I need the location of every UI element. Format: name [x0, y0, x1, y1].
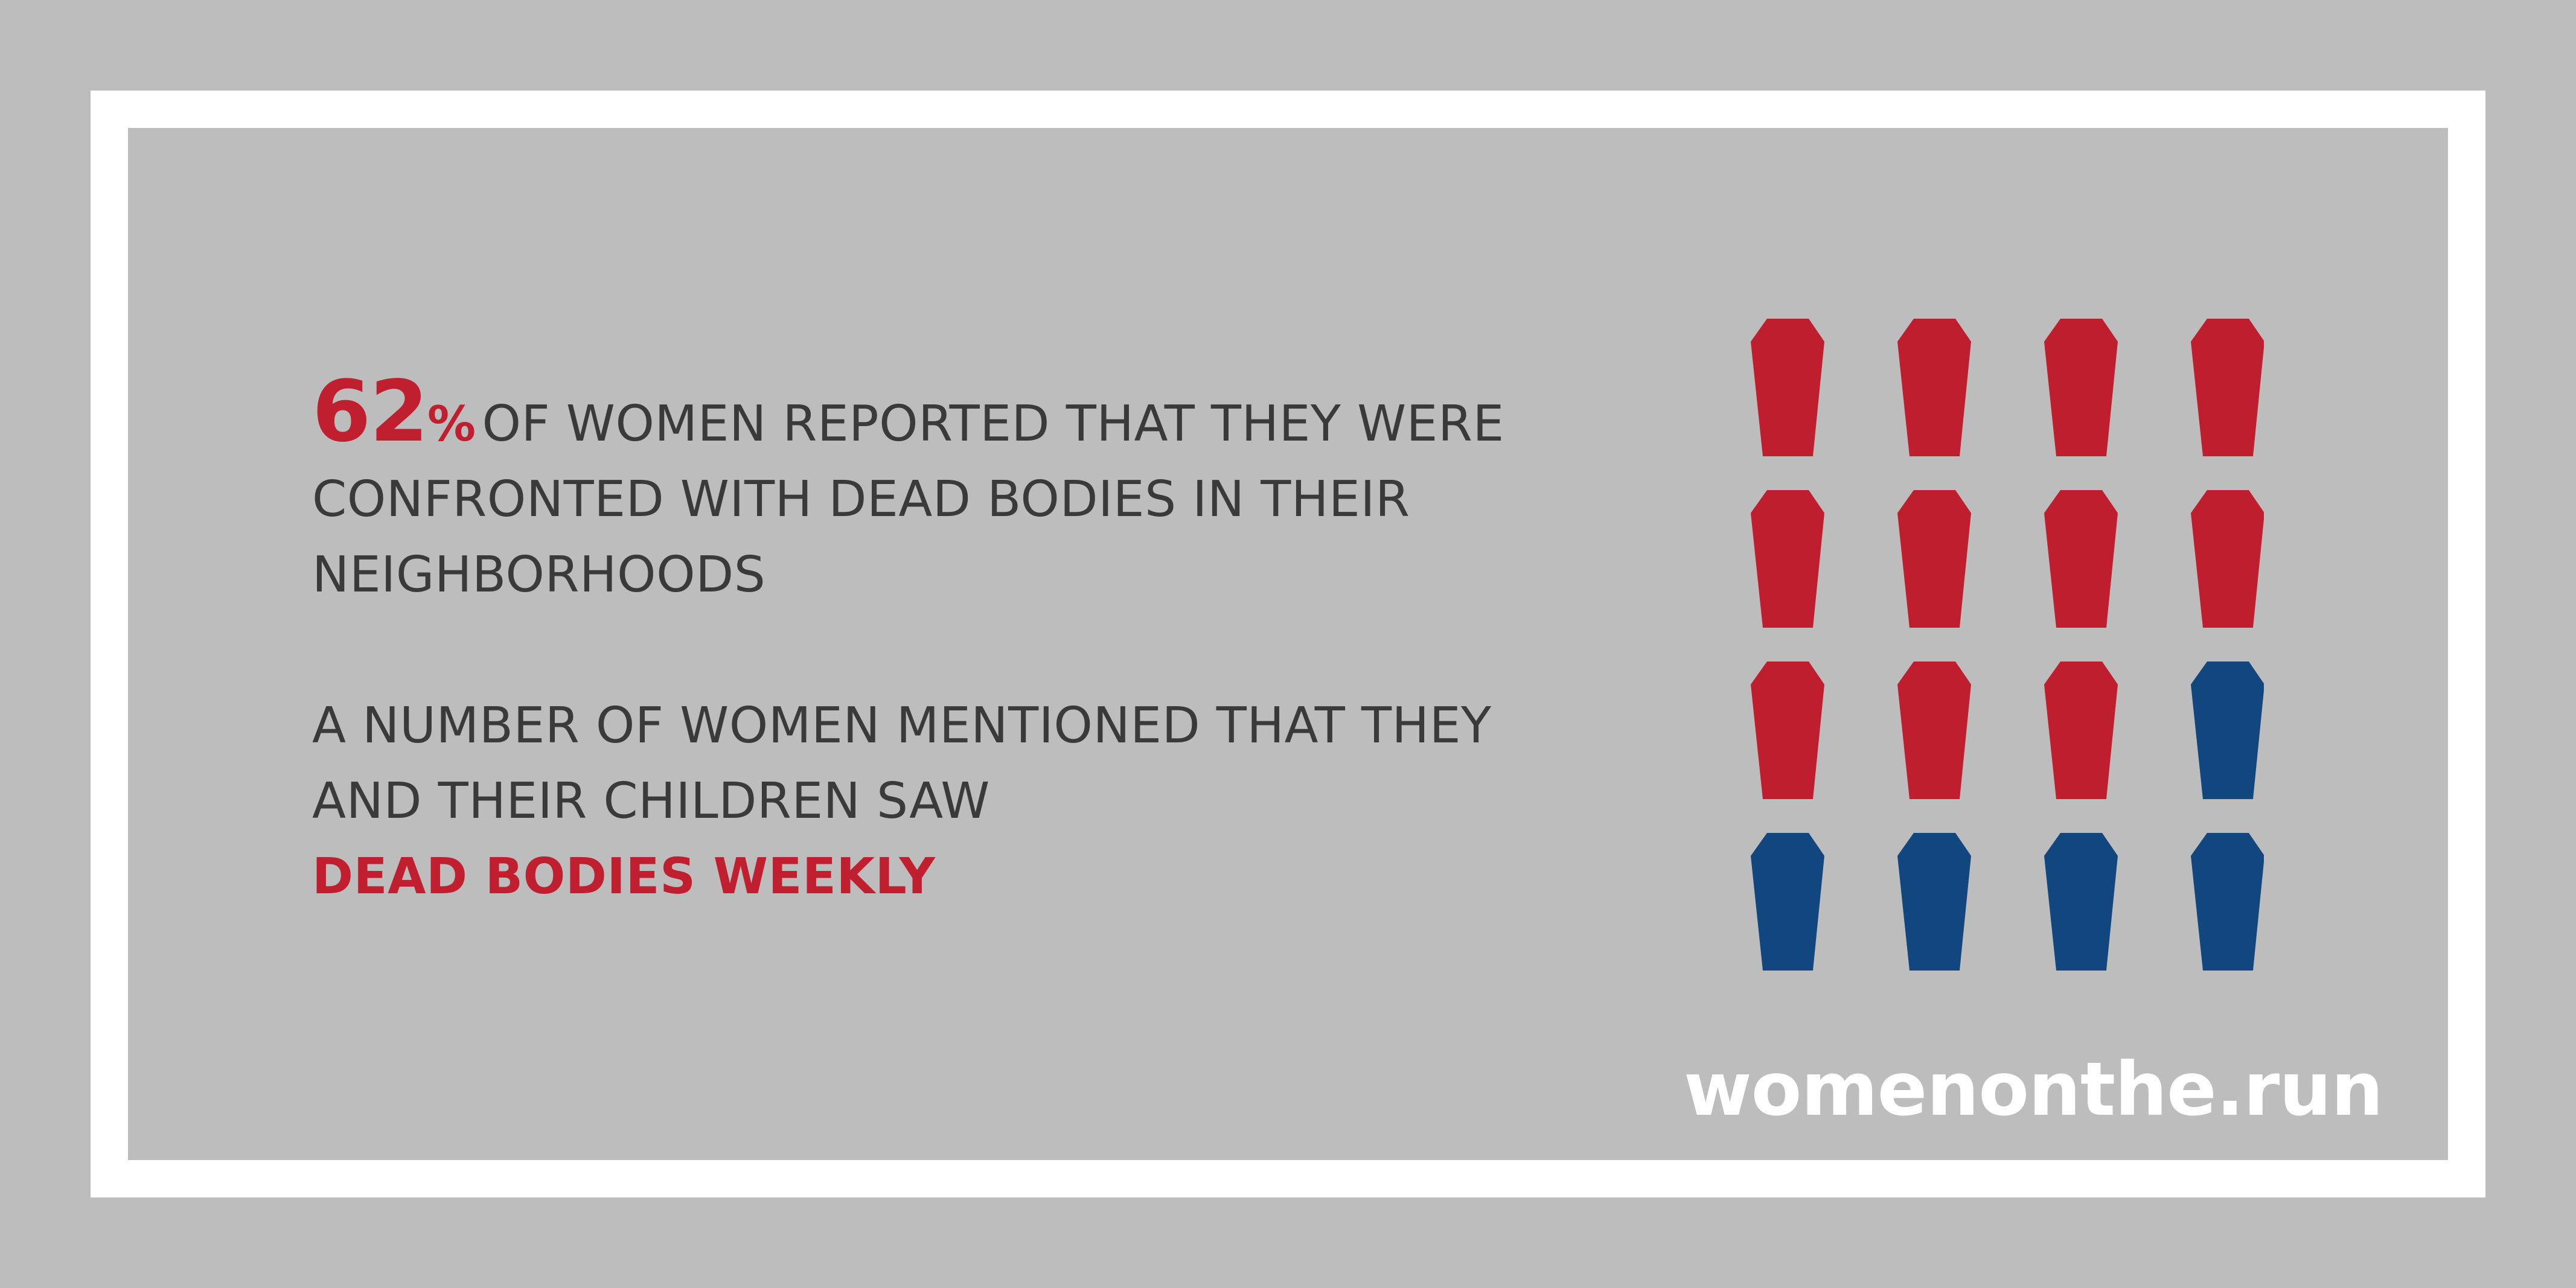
coffin-icon	[2044, 833, 2118, 971]
statement-1-line-3: NEIGHBORHOODS	[312, 546, 766, 604]
coffin-icon	[2191, 833, 2264, 971]
coffin-icon	[2191, 662, 2264, 799]
coffin-icon	[1897, 833, 1971, 971]
coffin-icon	[2044, 662, 2118, 799]
coffin-icon	[2044, 319, 2118, 456]
coffin-icon	[1751, 833, 1824, 971]
statement-1-text: OF WOMEN REPORTED THAT THEY WERE	[482, 395, 1504, 453]
statement-2: A NUMBER OF WOMEN MENTIONED THAT THEY AN…	[312, 688, 1640, 914]
statement-1-line-2: CONFRONTED WITH DEAD BODIES IN THEIR	[312, 471, 1410, 528]
statement-2-line-2: AND THEIR CHILDREN SAW	[312, 773, 990, 830]
text-block: 62% OF WOMEN REPORTED THAT THEY WERE CONF…	[312, 370, 1640, 914]
statement-2-highlight: DEAD BODIES WEEKLY	[312, 848, 936, 905]
coffin-icon	[2191, 319, 2264, 456]
coffin-icon	[2044, 490, 2118, 628]
coffin-icon	[2191, 490, 2264, 628]
stat-unit: %	[427, 396, 476, 452]
statement-2-line-1: A NUMBER OF WOMEN MENTIONED THAT THEY	[312, 697, 1492, 754]
coffin-icon	[1751, 490, 1824, 628]
coffin-icon	[1751, 662, 1824, 799]
coffin-icon-grid	[1751, 319, 2264, 971]
coffin-icon	[1897, 319, 1971, 456]
stat-number: 62	[312, 363, 429, 461]
coffin-icon	[1897, 490, 1971, 628]
infographic-panel	[128, 128, 2448, 1160]
site-url: womenonthe.run	[1683, 1047, 2383, 1132]
statement-1-line-1: 62% OF WOMEN REPORTED THAT THEY WERE	[312, 370, 1640, 462]
coffin-icon	[1751, 319, 1824, 456]
coffin-grid-svg	[1751, 319, 2264, 971]
coffin-icon	[1897, 662, 1971, 799]
